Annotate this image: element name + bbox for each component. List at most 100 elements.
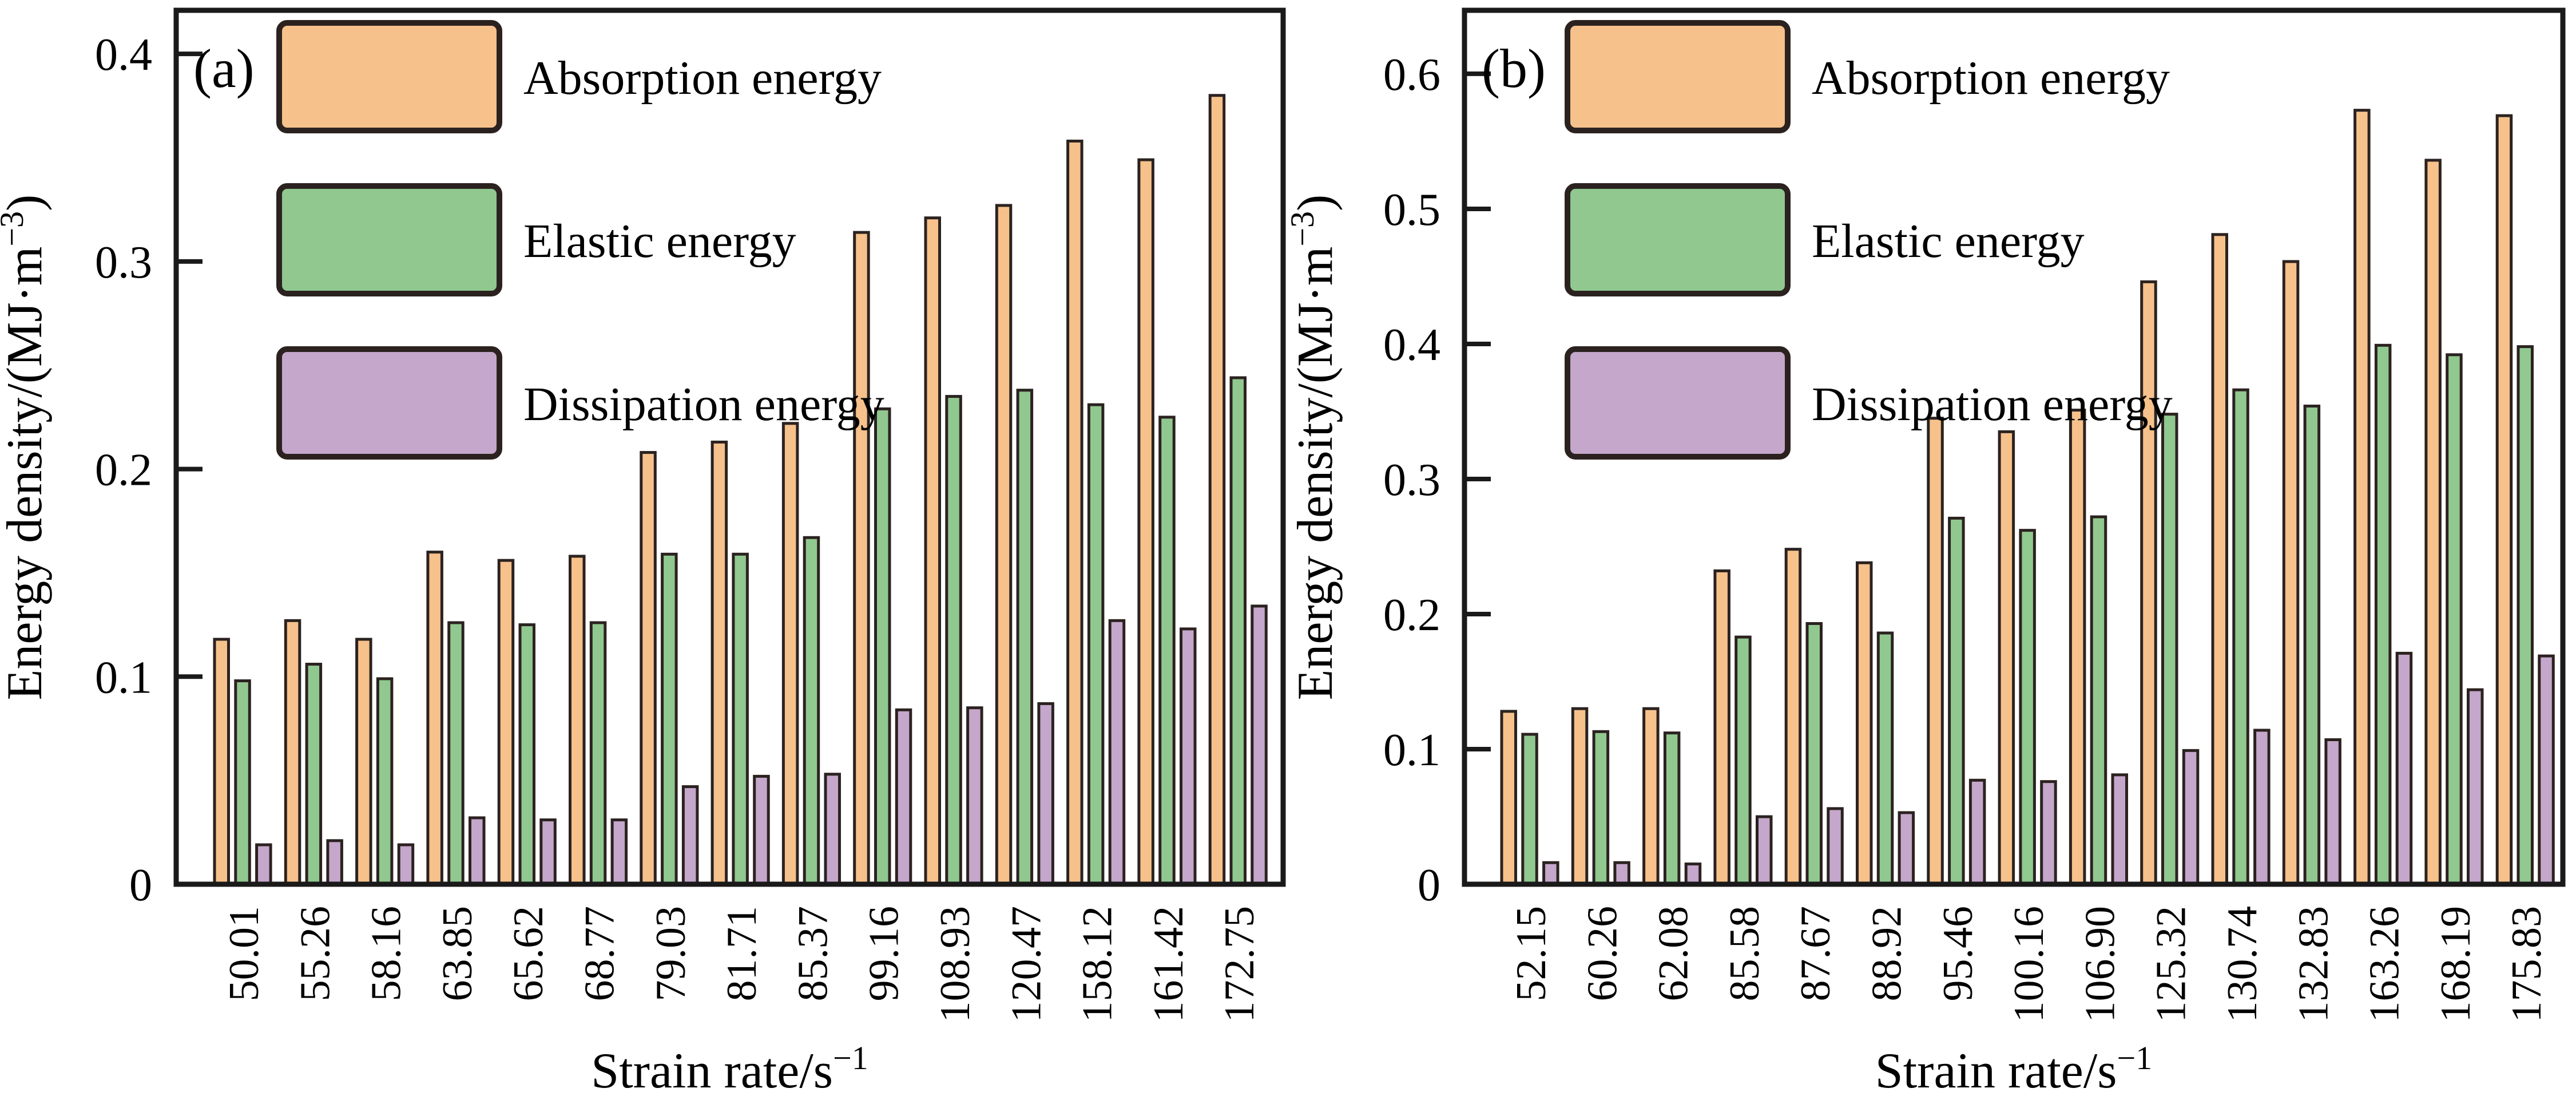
dissipation-energy-bar	[2538, 654, 2555, 886]
absorption-energy-bar	[853, 231, 870, 886]
x-tick-label: 79.03	[648, 906, 694, 1002]
dissipation-energy-bar	[895, 708, 912, 886]
y-tick-label: 0.4	[1383, 320, 1440, 370]
elastic-energy-bar	[305, 663, 323, 886]
x-tick-label: 65.62	[505, 906, 552, 1002]
absorption-energy-bar	[355, 638, 372, 886]
x-tick-label: 63.85	[434, 906, 481, 1002]
dissipation-energy-bar	[753, 774, 770, 886]
x-tick-label: 175.83	[2503, 906, 2550, 1023]
elastic-energy-bar	[589, 621, 607, 886]
absorption-energy-bar	[711, 440, 728, 886]
y-tick-label: 0.4	[95, 30, 152, 80]
x-tick-label: 58.16	[363, 906, 410, 1002]
dissipation-energy-bar	[1613, 861, 1630, 886]
absorption-energy-bar	[2211, 233, 2228, 886]
dissipation-energy-bar	[610, 818, 628, 886]
absorption-energy-bar	[2424, 159, 2442, 886]
elastic-energy-bar	[2374, 343, 2392, 886]
x-tick-label: 85.37	[789, 906, 836, 1002]
y-axis-title: Energy density/(MJ·m−3)	[0, 195, 53, 701]
elastic-energy-bar	[447, 621, 465, 886]
elastic-energy-bar	[1087, 403, 1105, 886]
x-tick-label: 81.71	[719, 906, 765, 1002]
x-tick-label: 52.15	[1508, 906, 1555, 1002]
absorption-energy-bar	[781, 422, 799, 886]
absorption-energy-bar	[1784, 548, 1802, 886]
absorption-energy-bar	[284, 619, 301, 886]
legend-swatch-absorption-energy	[1565, 20, 1791, 133]
y-tick-label: 0.5	[1383, 185, 1440, 235]
elastic-energy-bar	[1734, 635, 1752, 886]
dissipation-energy-bar	[539, 818, 557, 886]
elastic-energy-bar	[2161, 413, 2178, 886]
x-tick-label: 132.83	[2290, 906, 2337, 1023]
elastic-energy-bar	[2019, 529, 2036, 886]
absorption-energy-bar	[1208, 94, 1226, 886]
dissipation-energy-bar	[1180, 627, 1197, 886]
y-axis-title: Energy density/(MJ·m−3)	[1284, 195, 1343, 701]
dissipation-energy-bar	[824, 773, 841, 886]
y-tick-label: 0	[1418, 860, 1440, 911]
axis-box	[1462, 7, 2566, 887]
legend-label: Absorption energy	[523, 52, 882, 105]
absorption-energy-bar	[2495, 114, 2513, 886]
legend-swatch-elastic-energy	[1565, 183, 1791, 296]
absorption-energy-bar	[1137, 158, 1154, 886]
elastic-energy-bar	[2090, 515, 2107, 886]
dissipation-energy-bar	[1108, 619, 1126, 886]
x-tick-label: 50.01	[221, 906, 268, 1002]
absorption-energy-bar	[924, 216, 941, 886]
elastic-energy-bar	[518, 623, 535, 886]
elastic-energy-bar	[874, 407, 891, 886]
elastic-energy-bar	[2446, 353, 2463, 886]
elastic-energy-bar	[1876, 631, 1894, 886]
elastic-energy-bar	[376, 677, 394, 886]
x-axis-title: Strain rate/s−1	[1875, 1039, 2153, 1099]
x-axis-title: Strain rate/s−1	[591, 1039, 868, 1099]
dissipation-energy-bar	[469, 816, 486, 886]
x-tick-label: 106.90	[2077, 906, 2123, 1023]
dissipation-energy-bar	[1684, 862, 1702, 886]
absorption-energy-bar	[497, 559, 515, 886]
x-tick-label: 172.75	[1216, 906, 1263, 1023]
x-tick-label: 108.93	[932, 906, 979, 1023]
y-tick-label: 0.1	[1383, 725, 1440, 775]
absorption-energy-bar	[1856, 561, 1873, 886]
elastic-energy-bar	[1521, 733, 1538, 886]
absorption-energy-bar	[1998, 430, 2015, 886]
dissipation-energy-bar	[1542, 861, 1559, 886]
y-tick-label: 0.6	[1383, 50, 1440, 100]
dissipation-energy-bar	[2467, 688, 2484, 886]
x-tick-label: 158.12	[1074, 906, 1121, 1023]
dissipation-energy-bar	[397, 843, 415, 886]
absorption-energy-bar	[426, 551, 443, 886]
x-tick-label: 68.77	[577, 906, 624, 1002]
x-tick-label: 87.67	[1792, 906, 1839, 1002]
x-tick-label: 62.08	[1650, 906, 1697, 1002]
dissipation-energy-bar	[2182, 749, 2200, 886]
elastic-energy-bar	[1663, 731, 1681, 886]
y-tick-label: 0.3	[95, 238, 152, 288]
absorption-energy-bar	[2140, 280, 2157, 886]
x-tick-label: 60.26	[1579, 906, 1626, 1002]
x-tick-label: 168.19	[2432, 906, 2479, 1023]
panel-label: (b)	[1482, 38, 1546, 99]
elastic-energy-bar	[732, 552, 749, 886]
y-tick-label: 0.1	[95, 652, 152, 703]
dissipation-energy-bar	[2111, 773, 2128, 886]
legend-swatch-absorption-energy	[276, 20, 502, 133]
legend-swatch-dissipation-energy	[276, 346, 502, 460]
dissipation-energy-bar	[1756, 815, 1773, 886]
absorption-energy-bar	[995, 204, 1013, 886]
legend-label: Absorption energy	[1812, 52, 2170, 105]
dissipation-energy-bar	[2324, 738, 2341, 886]
absorption-energy-bar	[213, 638, 230, 886]
absorption-energy-bar	[2069, 409, 2086, 886]
elastic-energy-bar	[1016, 389, 1034, 886]
elastic-energy-bar	[661, 552, 678, 886]
elastic-energy-bar	[1948, 516, 1965, 886]
elastic-energy-bar	[2303, 405, 2321, 886]
legend-label: Dissipation energy	[523, 378, 884, 431]
